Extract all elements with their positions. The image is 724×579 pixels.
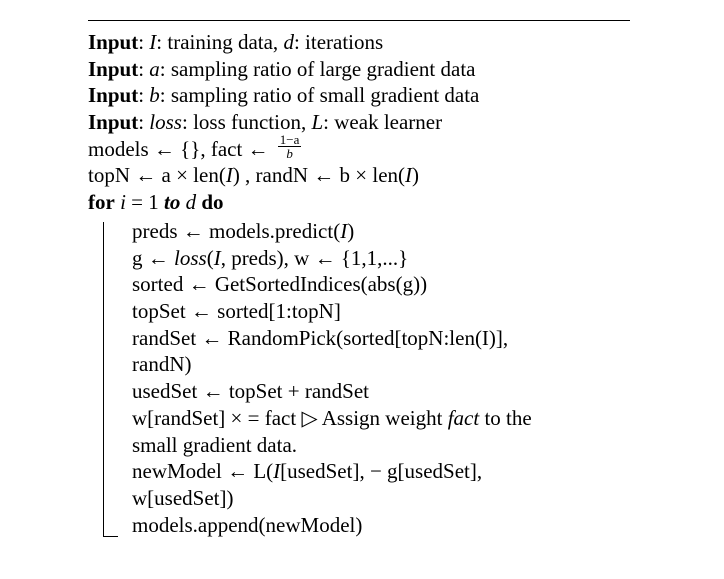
append-line: models.append(newModel) xyxy=(132,512,363,537)
preds-line: preds ← models.predict(I) xyxy=(132,218,532,245)
preds-close: ) xyxy=(347,219,355,243)
fact-numerator: 1−a xyxy=(277,132,302,148)
loop-body: preds ← models.predict(I) g ← loss(I, pr… xyxy=(132,218,532,538)
input-line-loss: Input: loss: loss function, L: weak lear… xyxy=(88,109,648,136)
input-keyword: Input xyxy=(88,56,139,81)
init-randn-text: ) , randN ← b × len( xyxy=(232,163,406,188)
input-text: : loss function, xyxy=(181,110,312,135)
newmodel-text: newModel ← L( xyxy=(132,459,274,484)
input-text: : xyxy=(138,83,150,108)
preds-var: I xyxy=(340,219,348,243)
input-text: : xyxy=(138,30,150,54)
input-text: : sampling ratio of large gradient data xyxy=(159,56,476,81)
preds-text: preds ← models.predict( xyxy=(132,219,341,243)
input-text: : xyxy=(138,56,150,81)
weight-text: w[randSet] × = fact ▷ Assign weight xyxy=(132,405,448,430)
g-rest: , preds), w ← {1,1,...} xyxy=(220,245,409,270)
weight-line: w[randSet] × = fact ▷ Assign weight fact… xyxy=(132,405,532,432)
for-keyword: for xyxy=(88,190,115,215)
do-keyword: do xyxy=(196,190,224,215)
init-models-line: models ← {}, fact ← 1−a b xyxy=(88,132,648,163)
input-line-large-gradient: Input: a: sampling ratio of large gradie… xyxy=(88,56,648,83)
input-text: : xyxy=(138,110,150,135)
newmodel-var: I xyxy=(273,459,281,484)
input-keyword: Input xyxy=(88,30,139,54)
topset-line: topSet ← sorted[1:topN] xyxy=(132,299,341,324)
input-text: : iterations xyxy=(293,30,384,54)
loop-body-foot xyxy=(103,536,118,537)
init-close: ) xyxy=(412,163,420,188)
input-var: I xyxy=(149,30,157,54)
g-paren: ( xyxy=(206,245,214,270)
algorithm-top-rule xyxy=(88,20,630,21)
input-line-small-gradient: Input: b: sampling ratio of small gradie… xyxy=(88,82,648,109)
input-text: : training data, xyxy=(156,30,284,54)
g-text: g ← xyxy=(132,245,174,270)
sorted-line: sorted ← GetSortedIndices(abs(g)) xyxy=(132,272,428,297)
loop-bound: d xyxy=(180,190,197,215)
newmodel-line-cont: w[usedSet]) xyxy=(132,485,234,510)
g-var: I xyxy=(213,245,221,270)
weight-rest: to the xyxy=(479,405,532,430)
fact-fraction: 1−a b xyxy=(277,132,302,162)
newmodel-rest: [usedSet], − g[usedSet], xyxy=(280,459,483,484)
input-line-training-data: Input: I: training data, d: iterations xyxy=(88,29,648,56)
input-var: d xyxy=(283,30,294,54)
input-var: b xyxy=(149,83,160,108)
init-models-text: models ← {}, fact ← xyxy=(88,136,274,161)
usedset-line: usedSet ← topSet + randSet xyxy=(132,379,369,404)
loop-body-bar xyxy=(103,222,104,536)
loop-eq: = 1 xyxy=(125,190,165,215)
init-topn-text: topN ← a × len( xyxy=(88,163,226,188)
loss-var: loss xyxy=(174,245,207,270)
input-keyword: Input xyxy=(88,83,139,108)
input-var: a xyxy=(149,56,160,81)
fact-denominator: b xyxy=(286,146,293,162)
fact-var: fact xyxy=(447,405,480,430)
to-keyword: to xyxy=(164,190,181,215)
init-var: I xyxy=(225,163,233,188)
randset-line-cont: randN) xyxy=(132,352,192,377)
input-keyword: Input xyxy=(88,110,139,135)
input-text: : sampling ratio of small gradient data xyxy=(159,83,480,108)
input-var: L xyxy=(311,110,324,135)
input-text: : weak learner xyxy=(323,110,443,135)
newmodel-line: newModel ← L(I[usedSet], − g[usedSet], xyxy=(132,458,532,485)
input-var: loss xyxy=(149,110,182,135)
algorithm-header: Input: I: training data, d: iterations I… xyxy=(88,29,648,216)
weight-line-cont: small gradient data. xyxy=(132,432,298,457)
loop-var: i xyxy=(120,190,126,215)
init-var: I xyxy=(405,163,413,188)
for-loop-line: for i = 1 to d do xyxy=(88,189,648,216)
randset-line: randSet ← RandomPick(sorted[topN:len(I)]… xyxy=(132,325,509,350)
init-topn-line: topN ← a × len(I) , randN ← b × len(I) xyxy=(88,162,648,189)
gradient-line: g ← loss(I, preds), w ← {1,1,...} xyxy=(132,245,532,272)
